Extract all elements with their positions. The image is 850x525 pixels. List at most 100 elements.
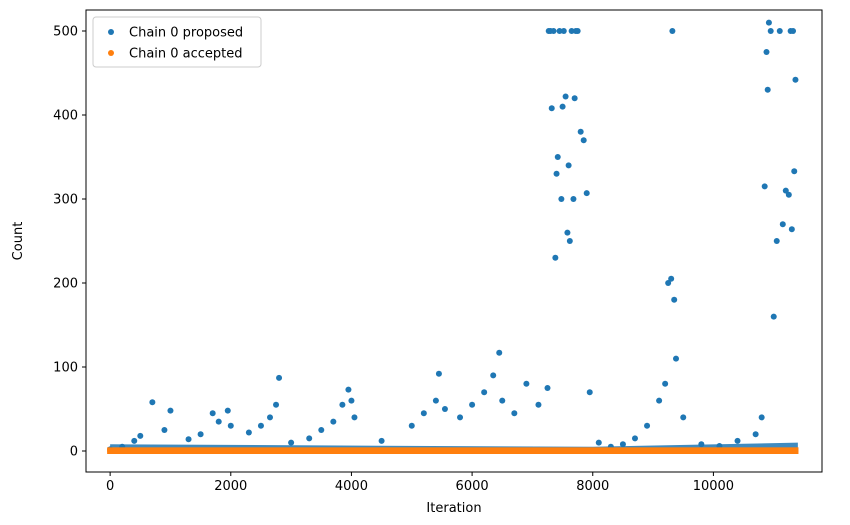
proposed-point [560,28,567,34]
proposed-point [499,397,506,404]
proposed-point [306,435,313,442]
proposed-point [167,407,174,414]
proposed-point [790,28,797,34]
legend-box [92,16,262,68]
proposed-point [669,28,676,34]
x-tick-label: 6000 [456,479,489,494]
proposed-point [580,137,587,144]
proposed-point [734,437,741,444]
accepted-point [227,448,234,454]
proposed-point [554,154,561,160]
proposed-point [378,437,385,444]
proposed-point [288,439,295,446]
proposed-point [197,431,204,438]
proposed-point [559,103,566,110]
y-tick-label: 500 [53,25,78,40]
proposed-point [644,422,651,429]
accepted-point [288,448,295,454]
proposed-point [552,254,559,261]
proposed-point [680,414,687,421]
legend-marker-proposed [108,29,114,35]
proposed-point [571,95,578,102]
proposed-point [215,418,222,425]
proposed-point [761,183,768,190]
proposed-point [345,386,352,393]
accepted-point [408,448,415,454]
x-tick-label: 10000 [693,479,734,494]
proposed-point [267,414,273,421]
plot-frame [85,9,823,473]
proposed-point [432,397,439,404]
accepted-point [650,448,657,454]
y-tick-label: 400 [53,109,78,124]
x-axis-label: Iteration [426,501,481,516]
proposed-point [698,441,705,448]
proposed-point [763,49,770,55]
proposed-point [544,385,551,391]
accepted-point [792,448,799,454]
proposed-point [791,168,798,175]
proposed-point [773,238,780,244]
proposed-point [562,93,569,100]
proposed-point [586,389,593,396]
proposed-point [490,372,497,379]
proposed-point [595,439,602,446]
proposed-point [511,410,518,417]
accepted-point [167,448,174,454]
proposed-point [435,370,442,377]
proposed-point [671,296,678,303]
proposed-point [161,427,168,433]
proposed-point [408,422,415,429]
proposed-point [785,191,792,198]
accepted-point [529,448,536,454]
accepted-point [770,448,777,454]
proposed-point [765,19,772,26]
legend-label-accepted: Chain 0 accepted [129,47,243,62]
proposed-point [758,414,765,421]
proposed-point [548,105,555,112]
proposed-point [788,226,795,233]
proposed-point [535,401,542,408]
proposed-point [550,28,557,34]
proposed-point [227,422,234,429]
legend-label-proposed: Chain 0 proposed [129,26,243,41]
accepted-point [710,448,717,454]
accepted-point [469,448,476,454]
proposed-point [566,238,573,244]
proposed-point [185,436,192,443]
proposed-point [348,397,355,404]
y-axis-label: Count [11,222,26,261]
proposed-point [276,374,283,381]
proposed-point [570,196,577,202]
accepted-point [589,448,596,454]
accepted-band [107,447,799,454]
proposed-point [673,355,680,362]
accepted-point [348,448,355,454]
proposed-point [257,422,264,429]
y-tick-label: 100 [53,361,78,376]
proposed-point [318,427,325,433]
proposed-point [574,28,581,34]
x-tick-label: 0 [106,479,114,494]
proposed-point [568,28,575,34]
x-tick-label: 2000 [214,479,247,494]
proposed-point [619,441,626,448]
proposed-point [565,162,572,169]
proposed-point [792,76,799,83]
y-tick-label: 300 [53,193,78,208]
proposed-point [209,410,216,417]
proposed-point [330,418,337,425]
proposed-point [224,407,231,414]
proposed-point [782,187,789,194]
legend-marker-accepted [108,50,114,56]
proposed-point [558,196,565,202]
x-tick-label: 8000 [576,479,609,494]
proposed-point [577,128,584,135]
proposed-point [496,349,503,356]
proposed-point [523,380,530,387]
proposed-point [137,432,144,439]
proposed-point [553,170,560,177]
proposed-point [776,28,783,34]
proposed-point [339,401,346,408]
